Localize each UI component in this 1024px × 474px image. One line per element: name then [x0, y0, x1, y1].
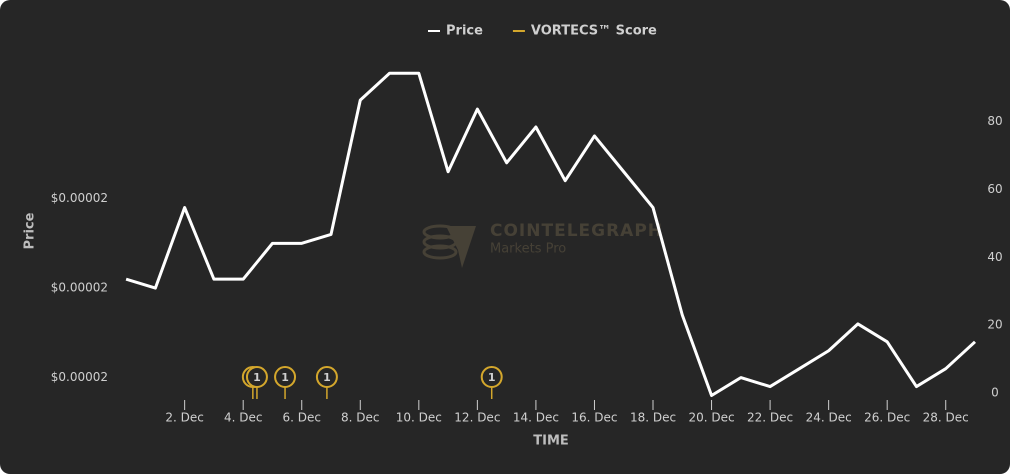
x-tick-label: 24. Dec: [806, 411, 852, 425]
y2-tick-label: 60: [987, 182, 1002, 196]
vortecs-marker: 1: [274, 366, 297, 399]
marker-label: 1: [253, 371, 261, 384]
marker-label: 1: [488, 371, 496, 384]
marker: [315, 366, 338, 388]
marker-label: 1: [281, 371, 289, 384]
x-tick-label: 10. Dec: [396, 411, 442, 425]
marker: [274, 366, 297, 388]
x-tick-label: 18. Dec: [630, 411, 676, 425]
y-tick-label: $0.00002: [51, 191, 108, 205]
y-tick-label: $0.00002: [51, 370, 108, 384]
x-tick-label: 12. Dec: [454, 411, 500, 425]
y-axis-title: Price: [23, 212, 38, 249]
y2-tick-label: 80: [987, 114, 1002, 128]
y2-tick-label: 40: [987, 250, 1002, 264]
x-tick-label: 22. Dec: [747, 411, 793, 425]
y2-tick-label: 20: [987, 318, 1002, 332]
x-tick-label: 14. Dec: [513, 411, 559, 425]
watermark-subtitle: Markets Pro: [490, 242, 566, 257]
x-tick-label: 28. Dec: [923, 411, 969, 425]
y-tick-label: $0.00002: [51, 281, 108, 295]
x-tick-label: 8. Dec: [341, 411, 379, 425]
marker-label: 1: [323, 371, 331, 384]
x-tick-label: 16. Dec: [571, 411, 617, 425]
vortecs-marker: 1: [245, 366, 268, 399]
x-tick-label: 20. Dec: [688, 411, 734, 425]
watermark-icon: [422, 244, 458, 260]
legend-label: Price: [446, 24, 483, 39]
vortecs-marker: 1: [315, 366, 338, 399]
marker: [245, 366, 268, 388]
vortecs-marker: 1: [480, 366, 503, 399]
price-line: [125, 71, 977, 398]
watermark: COINTELEGRAPH Markets Pro: [422, 221, 663, 268]
marker: [480, 366, 503, 388]
legend-label: VORTECS™ Score: [531, 24, 657, 39]
y2-tick-label: 0: [991, 386, 999, 400]
x-tick-label: 2. Dec: [165, 411, 203, 425]
x-tick-label: 6. Dec: [282, 411, 320, 425]
x-tick-label: 4. Dec: [224, 411, 262, 425]
watermark-title: COINTELEGRAPH: [490, 221, 663, 241]
x-axis-title: TIME: [533, 434, 569, 449]
x-tick-label: 26. Dec: [864, 411, 910, 425]
watermark-icon: [446, 226, 476, 268]
